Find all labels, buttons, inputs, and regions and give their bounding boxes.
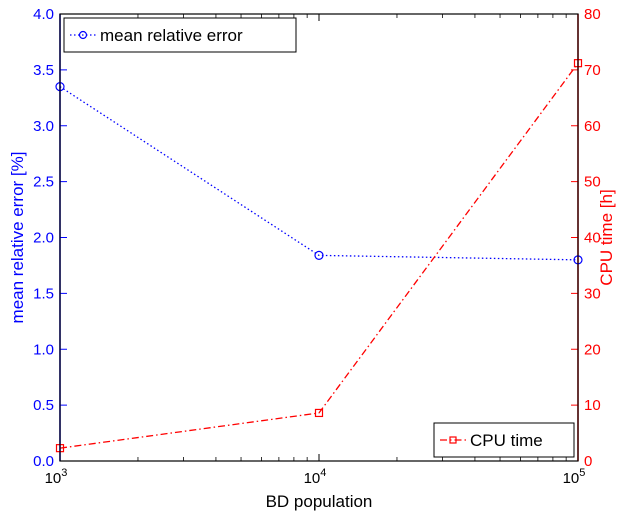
left-tick-label: 1.5 (33, 285, 54, 302)
right-tick-label: 30 (584, 285, 601, 302)
legend-cpu-time: CPU time (433, 422, 575, 458)
series-line-0 (59, 86, 579, 261)
x-tick-label: 104 (304, 467, 327, 487)
legend-box (63, 17, 297, 53)
left-y-axis: 0.0 0.5 1.0 1.5 2.0 2.5 3.0 3.5 4.0 (33, 6, 67, 470)
left-axis-title: mean relative error [%] (8, 152, 27, 324)
left-tick-label: 2.0 (33, 230, 54, 247)
right-axis-title: CPU time [h] (597, 189, 616, 285)
x-tick-label: 103 (45, 467, 68, 487)
right-tick-label: 50 (584, 174, 601, 191)
right-tick-label: 0 (584, 453, 592, 470)
legend-label: CPU time (470, 431, 543, 450)
left-tick-label: 2.5 (33, 174, 54, 191)
left-tick-label: 4.0 (33, 6, 54, 23)
series-line-1 (59, 62, 579, 449)
right-tick-label: 70 (584, 62, 601, 79)
left-tick-label: 3.0 (33, 118, 54, 135)
x-axis-title: BD population (266, 492, 373, 511)
data-point (314, 250, 324, 260)
data-point (314, 408, 324, 418)
left-tick-label: 0.5 (33, 397, 54, 414)
series-layer (55, 59, 583, 453)
left-tick-label: 1.0 (33, 341, 54, 358)
right-tick-label: 60 (584, 118, 601, 135)
left-tick-label: 3.5 (33, 62, 54, 79)
right-tick-label: 40 (584, 230, 601, 247)
circle-marker-icon (78, 30, 88, 40)
x-tick-label: 105 (563, 467, 586, 487)
legend-mean-relative-error: mean relative error (63, 17, 297, 53)
right-tick-label: 80 (584, 6, 601, 23)
legend-label: mean relative error (100, 26, 243, 45)
right-tick-label: 10 (584, 397, 601, 414)
square-marker-icon (449, 436, 457, 444)
right-tick-label: 20 (584, 341, 601, 358)
left-tick-label: 0.0 (33, 453, 54, 470)
plot-frame (59, 13, 579, 462)
